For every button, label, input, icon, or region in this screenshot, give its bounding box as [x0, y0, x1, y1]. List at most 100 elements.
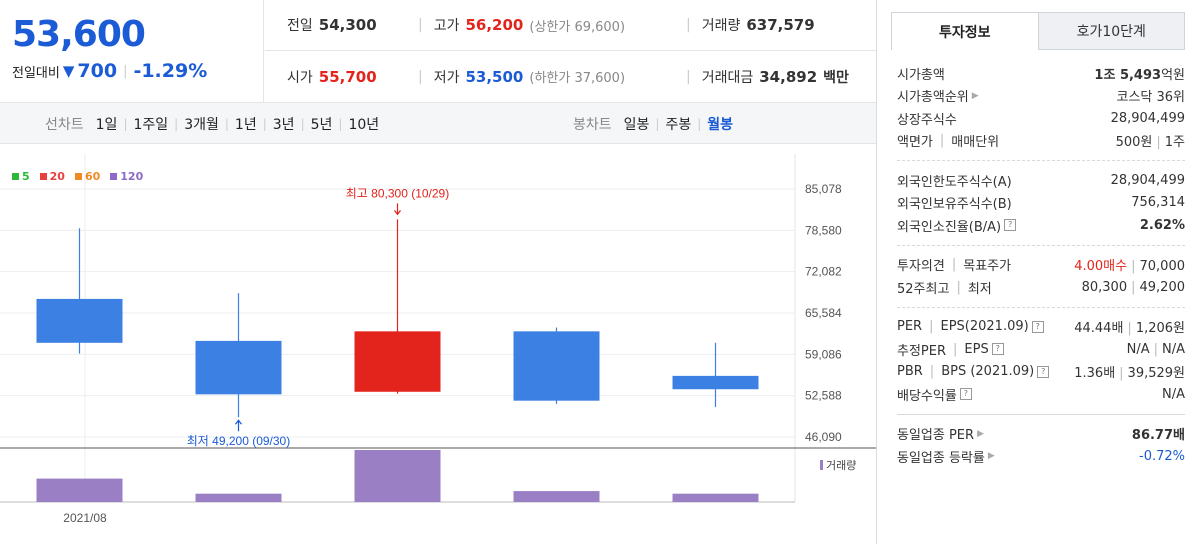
pbr-values: 1.36배 | 39,529원 [1074, 362, 1185, 381]
trade-amount: | 거래대금 34,892 백만 [681, 67, 849, 87]
help-icon[interactable]: ? [1004, 219, 1017, 232]
info-tabs: 투자정보 호가10단계 [891, 12, 1185, 50]
divider: | [951, 257, 957, 273]
help-icon[interactable]: ? [1031, 320, 1044, 333]
industry-per-text: 동일업종 PER [897, 428, 975, 444]
foreign-ratio-text: 외국인소진율(B/A) [897, 219, 1002, 235]
per-values: 44.44배 | 1,206원 [1074, 317, 1185, 336]
min-arrow-icon [235, 419, 242, 432]
market-cap-label: 시가총액 [897, 67, 945, 83]
help-icon[interactable]: ? [959, 388, 972, 401]
dividend-row: 배당수익률? N/A [897, 383, 1185, 406]
trade-unit-text: 매매단위 [951, 135, 1000, 151]
candle-body [672, 375, 759, 390]
y-tick-label: 59,086 [805, 347, 842, 361]
par-value-text: 액면가 [897, 135, 933, 151]
foreign-limit-label: 외국인한도주식수(A) [897, 174, 1012, 190]
legend-swatch [74, 173, 82, 180]
investment-info-panel: 투자정보 호가10단계 시가총액 1조 5,493억원 시가총액순위 ▶ 코스닥 … [877, 0, 1195, 544]
caret-right-icon: ▶ [987, 451, 995, 462]
legend-swatch [110, 173, 118, 180]
period-1w[interactable]: 1주일 [133, 117, 169, 133]
candle-daily[interactable]: 일봉 [623, 117, 650, 133]
market-cap-value: 1조 5,493억원 [1094, 64, 1185, 83]
divider: | [1156, 135, 1161, 151]
legend-ma20: 20 [39, 170, 65, 183]
per-value: 44.44배 [1074, 321, 1124, 337]
price-info-grid: 전일 54,300 | 고가 56,200 (상한가 69,600) | 거래량… [265, 0, 876, 102]
lower-limit: (하한가 37,600) [529, 71, 626, 86]
foreign-holding-value: 756,314 [1131, 195, 1185, 211]
market-cap-rank-row[interactable]: 시가총액순위 ▶ 코스닥 36위 [897, 85, 1185, 108]
period-1d[interactable]: 1일 [95, 117, 118, 133]
upper-limit: (상한가 69,600) [529, 19, 626, 35]
y-tick-label: 72,082 [805, 265, 842, 279]
open-label: 시가 [287, 69, 313, 86]
tab-order-book-10[interactable]: 호가10단계 [1038, 12, 1185, 50]
trade-unit-value: 1주 [1164, 135, 1185, 151]
prev-close-value: 54,300 [318, 16, 377, 34]
week52-low-value: 49,200 [1139, 279, 1186, 295]
pbr-row: PBR | BPS (2021.09)? 1.36배 | 39,529원 [897, 361, 1185, 384]
info-row-1: 전일 54,300 | 고가 56,200 (상한가 69,600) | 거래량… [265, 0, 876, 51]
week52-label: 52주최고 | 최저 [897, 278, 992, 297]
est-eps-text: EPS [964, 341, 989, 357]
target-price-value: 70,000 [1139, 259, 1186, 275]
period-1y[interactable]: 1년 [234, 117, 257, 133]
industry-change-value: -0.72% [1139, 448, 1185, 464]
par-value-value: 500원 [1115, 135, 1153, 151]
eps-value: 1,206원 [1135, 321, 1185, 337]
divider: | [174, 117, 179, 131]
industry-change-row[interactable]: 동일업종 등락률 ▶ -0.72% [897, 445, 1185, 468]
amount-value: 34,892 [759, 67, 818, 86]
current-price-box: 53,600 전일대비 ▼ 700 | -1.29% [0, 0, 264, 102]
min-price-annotation: 최저 49,200 (09/30) [187, 434, 290, 448]
foreign-ratio-row: 외국인소진율(B/A)? 2.62% [897, 214, 1185, 237]
help-icon[interactable]: ? [991, 343, 1004, 356]
industry-change-text: 동일업종 등락률 [897, 450, 985, 466]
divider: | [123, 117, 128, 131]
dividend-label: 배당수익률? [897, 385, 972, 404]
foreign-holding-label: 외국인보유주식수(B) [897, 197, 1012, 213]
candle-body [36, 298, 123, 343]
diff-percent: -1.29% [133, 60, 208, 82]
volume-bar [513, 491, 600, 502]
candle-chart-label: 봉차트 [573, 117, 612, 133]
price-change: 전일대비 ▼ 700 | -1.29% [12, 60, 207, 82]
industry-per-row[interactable]: 동일업종 PER ▶ 86.77배 [897, 423, 1185, 446]
prev-close: 전일 54,300 [287, 15, 377, 35]
chart-canvas[interactable]: 85,078 78,580 72,082 65,584 59,086 52,588 46,0… [0, 144, 876, 544]
period-10y[interactable]: 10년 [348, 117, 380, 133]
listed-shares-label: 상장주식수 [897, 112, 957, 128]
section-divider [897, 413, 1185, 415]
foreign-ratio-label: 외국인소진율(B/A)? [897, 216, 1017, 235]
divider: | [1153, 341, 1158, 357]
open-price: 시가 55,700 [287, 67, 377, 87]
candle-weekly[interactable]: 주봉 [665, 117, 692, 133]
week52-low-text: 최저 [967, 281, 992, 297]
amount-unit: 백만 [823, 69, 849, 86]
per-label: PER | EPS(2021.09)? [897, 319, 1044, 334]
candlestick-chart: 5 20 60 120 85,078 78,580 72,082 65,584 59,0… [0, 144, 876, 544]
section-divider [897, 306, 1185, 308]
target-price-text: 목표주가 [963, 259, 1012, 275]
period-3y[interactable]: 3년 [272, 117, 295, 133]
divider: | [697, 117, 702, 131]
opinion-label: 투자의견 | 목표주가 [897, 255, 1011, 274]
period-5y[interactable]: 5년 [310, 117, 333, 133]
week52-row: 52주최고 | 최저 80,300 | 49,200 [897, 276, 1185, 299]
divider: | [939, 133, 945, 149]
par-value-values: 500원 | 1주 [1116, 131, 1185, 150]
candle-body [354, 331, 441, 392]
period-3m[interactable]: 3개월 [184, 117, 219, 133]
candle-monthly[interactable]: 월봉 [707, 117, 734, 133]
help-icon[interactable]: ? [1037, 365, 1050, 378]
legend-swatch [39, 173, 47, 180]
open-value: 55,700 [318, 67, 377, 86]
market-cap-rank-value: 코스닥 36위 [1116, 90, 1185, 106]
volume-value: 637,579 [746, 16, 815, 34]
foreign-ratio-value: 2.62% [1139, 217, 1185, 233]
current-price: 53,600 [12, 14, 146, 55]
tab-investment-info[interactable]: 투자정보 [891, 12, 1039, 50]
candle-body [513, 331, 600, 401]
